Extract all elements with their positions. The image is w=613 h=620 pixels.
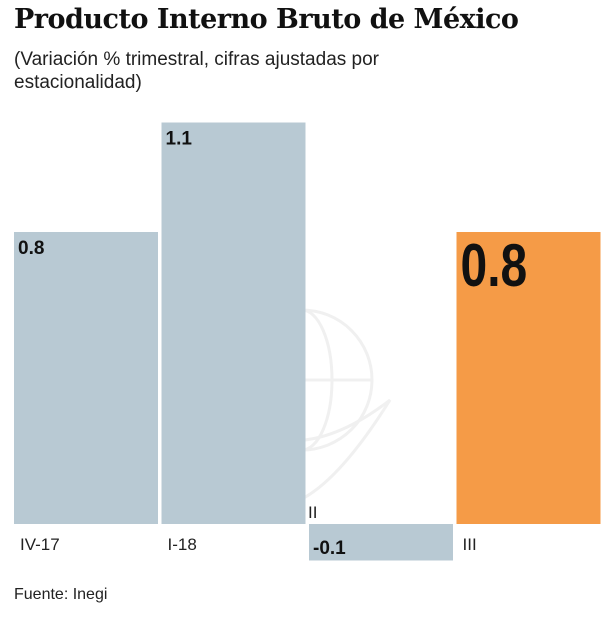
data-label: -0.1 — [313, 538, 346, 559]
chart-title: Producto Interno Bruto de México — [14, 4, 519, 35]
category-label: I-18 — [168, 535, 197, 554]
category-label: II — [308, 503, 317, 522]
category-label: III — [463, 535, 477, 554]
bar-III — [456, 232, 601, 524]
chart-subtitle: (Variación % trimestral, cifras ajustada… — [14, 49, 379, 93]
bar-II — [309, 524, 453, 561]
source-note: Fuente: Inegi — [14, 586, 108, 603]
bar-IV-17 — [14, 232, 158, 524]
category-label: IV-17 — [20, 535, 60, 554]
data-label: 0.8 — [18, 238, 44, 259]
data-label: 0.8 — [461, 232, 528, 299]
data-label: 1.1 — [166, 129, 193, 150]
bar-I-18 — [161, 122, 306, 524]
